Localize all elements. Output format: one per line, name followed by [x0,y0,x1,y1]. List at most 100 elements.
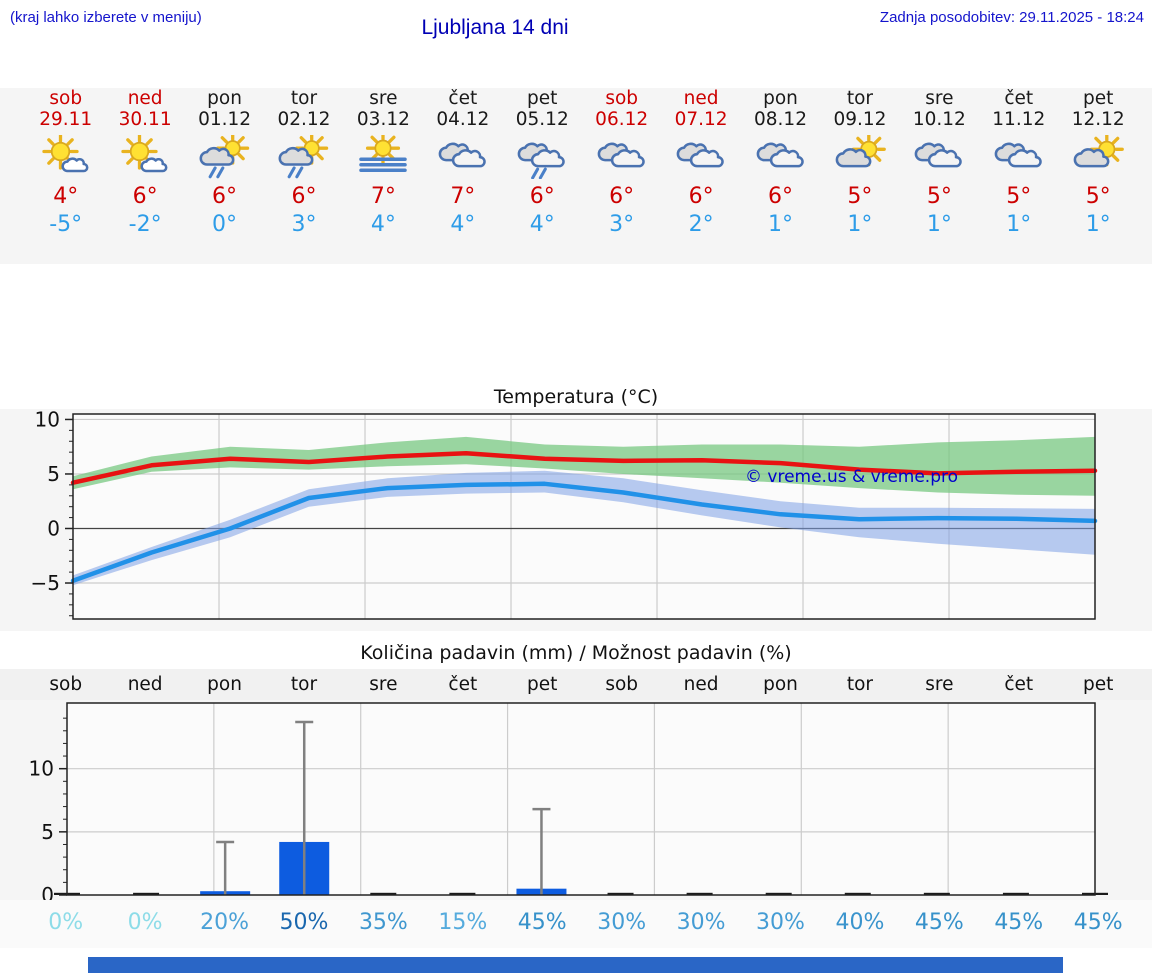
day-date: 11.12 [992,109,1046,130]
forecast-day: ned 07.12 6° 2° [661,88,740,264]
day-name: sob [605,88,639,109]
precip-percent: 30% [756,910,805,935]
day-low-temp: 1° [1085,212,1111,237]
day-name: sre [369,88,398,109]
day-low-temp: 4° [529,212,555,237]
precip-day-label: sre [369,674,398,695]
day-name: pon [207,88,242,109]
precipitation-chart-title: Količina padavin (mm) / Možnost padavin … [360,642,792,664]
precip-percentages: 0% 0% 20% 50% 35% 15% 45% 30% 30% 30% 40% 45% 45% 45% [0,900,1152,948]
precip-percent: 45% [517,910,567,935]
last-updated: Zadnja posodobitev: 29.11.2025 - 18:24 [879,9,1144,26]
day-high-temp: 6° [609,184,635,209]
day-high-temp: 6° [529,184,555,209]
forecast-day: čet 04.12 7° 4° [423,88,502,264]
day-high-temp: 7° [370,184,396,209]
day-low-temp: 1° [926,212,952,237]
day-high-temp: 5° [847,184,873,209]
precip-day-label: tor [846,674,874,695]
rain-icon [515,135,569,180]
svg-text:−5: −5 [31,571,60,595]
day-high-temp: 6° [291,184,317,209]
day-high-temp: 5° [1006,184,1032,209]
day-date: 02.12 [277,109,331,130]
precipitation-plot: 0 5 10 [29,702,1108,907]
cloudy-icon [595,135,649,179]
day-date: 04.12 [436,109,490,130]
day-low-temp: 1° [1006,212,1032,237]
cloudy-icon [754,135,808,179]
day-high-temp: 6° [768,184,793,209]
day-high-temp: 6° [132,184,158,209]
copyright-link[interactable]: © vreme.us & vreme.pro [745,467,959,487]
cloudy-icon [436,135,490,179]
svg-text:5: 5 [41,820,54,844]
svg-text:10: 10 [29,757,54,781]
precip-percent: 40% [835,910,885,935]
svg-text:10: 10 [35,409,60,431]
precip-percent: 35% [358,910,408,935]
day-low-temp: 3° [291,212,317,237]
precip-percent: 15% [438,910,488,935]
forecast-strip: sob 29.11 4° -5° ned 30.11 6° -2° pon 01.12 6° 0° to… [0,88,1152,264]
precip-day-labels: sob ned pon tor sre čet pet sob ned pon tor sre čet p… [0,669,1152,700]
precip-day-label: ned [127,674,163,695]
day-low-temp: 3° [609,212,635,237]
day-name: ned [683,88,719,109]
precip-day-label: čet [1004,674,1034,695]
forecast-day: ned 30.11 6° -2° [105,88,184,264]
day-low-temp: 4° [450,212,476,237]
day-high-temp: 6° [212,184,238,209]
forecast-day: tor 02.12 6° 3° [264,88,343,264]
day-high-temp: 5° [926,184,952,209]
precip-day-label: ned [683,674,719,695]
day-date: 30.11 [118,109,172,130]
precip-percent: 0% [48,910,84,935]
precip-day-label: pon [207,674,242,695]
precip-day-label: sre [925,674,954,695]
day-name: sre [925,88,954,109]
svg-text:5: 5 [47,462,60,486]
day-date: 07.12 [674,109,728,130]
forecast-day: sob 29.11 4° -5° [26,88,105,264]
day-name: tor [290,88,318,109]
day-low-temp: 0° [212,212,238,237]
day-date: 12.12 [1071,109,1125,130]
day-name: pet [1083,88,1114,109]
day-date: 03.12 [356,109,410,130]
day-name: čet [1004,88,1034,109]
cloudy-icon [912,135,966,179]
precip-percent: 30% [676,910,726,935]
precipitation-chart: 0 5 10 [0,700,1152,907]
day-date: 10.12 [912,109,966,130]
precip-day-label: tor [290,674,318,695]
precip-percent: 20% [200,910,249,935]
day-low-temp: -2° [128,212,162,237]
cloudy-icon [674,135,728,179]
fog-sun-icon [356,131,410,179]
day-low-temp: 1° [768,212,793,237]
forecast-day: pon 08.12 6° 1° [741,88,820,264]
day-date: 08.12 [754,109,807,130]
temperature-chart: 10 5 0 −5 © vreme.us & vreme.pro [0,407,1152,631]
svg-text:0: 0 [47,516,60,540]
day-name: tor [846,88,874,109]
day-date: 09.12 [833,109,887,130]
forecast-day: pon 01.12 6° 0° [185,88,264,264]
forecast-day: sre 10.12 5° 1° [900,88,979,264]
day-date: 29.11 [39,109,93,130]
day-high-temp: 4° [53,184,79,209]
precip-percent: 0% [127,910,163,935]
temperature-chart-title: Temperatura (°C) [493,386,659,408]
precip-percent: 45% [914,910,964,935]
footer-bar [88,957,1063,973]
day-high-temp: 6° [688,184,714,209]
forecast-day: pet 05.12 6° 4° [503,88,582,264]
precip-day-label: sob [605,674,639,695]
precip-day-label: pet [527,674,558,695]
forecast-day: sob 06.12 6° 3° [582,88,661,264]
day-low-temp: 1° [847,212,873,237]
day-low-temp: -5° [49,212,83,237]
cloudy-icon [992,135,1046,179]
day-date: 01.12 [198,109,252,130]
